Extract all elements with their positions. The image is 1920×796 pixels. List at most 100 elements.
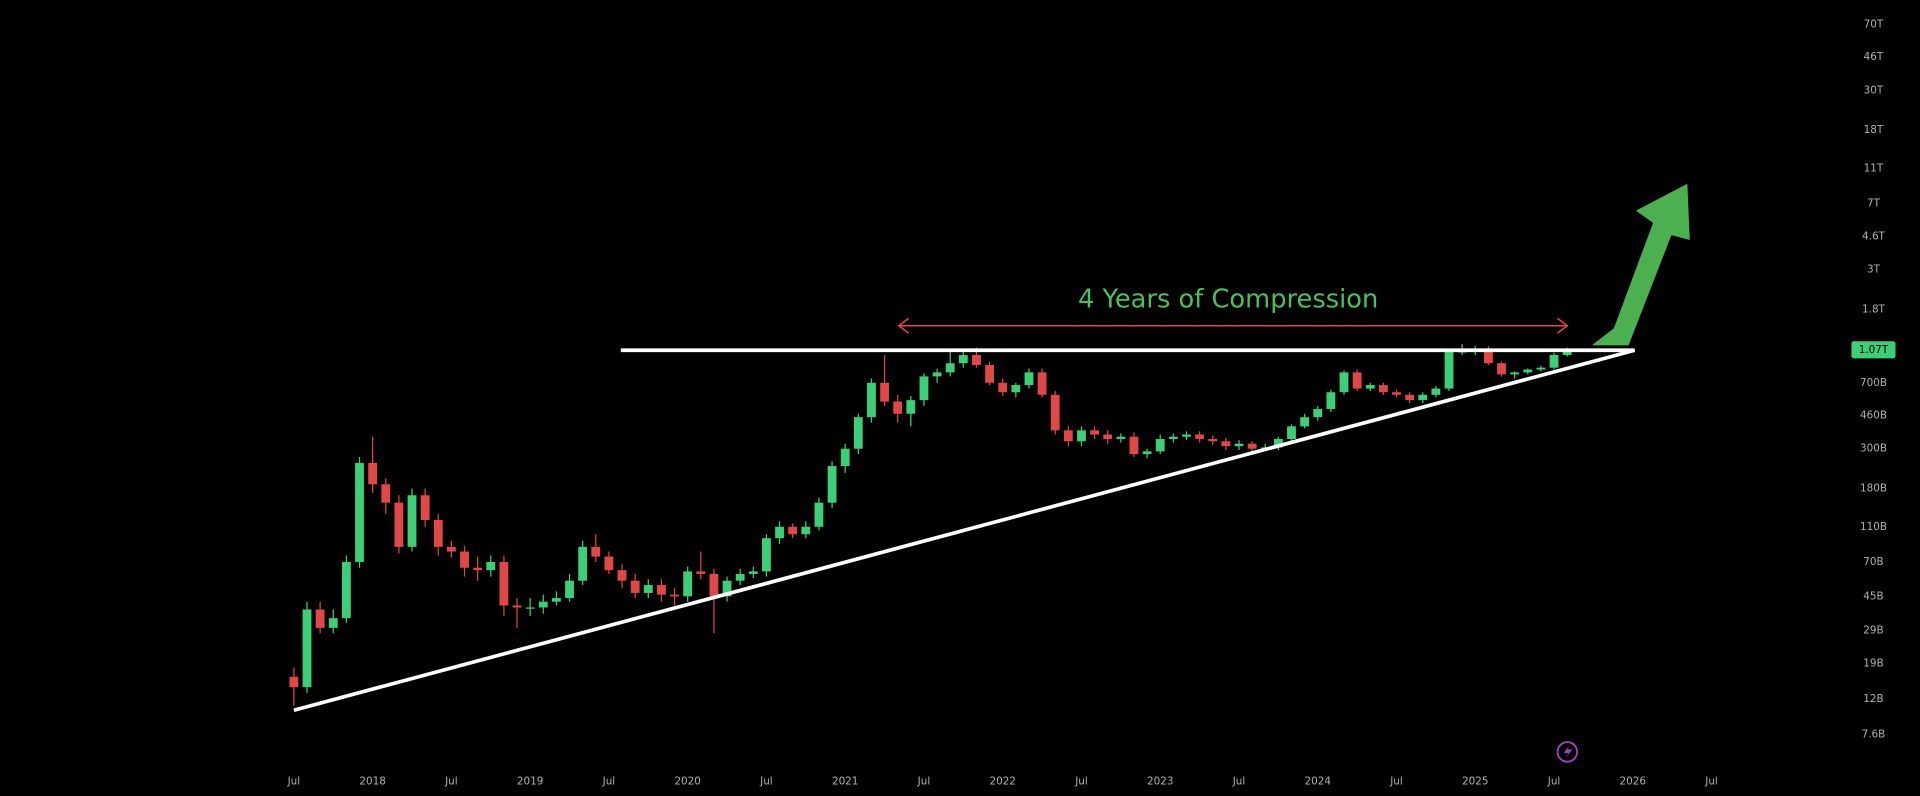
candle-body bbox=[1444, 351, 1454, 389]
y-tick-label: 7T bbox=[1867, 198, 1881, 210]
candle-body bbox=[827, 466, 837, 503]
candle-body bbox=[1352, 372, 1362, 389]
candle-body bbox=[1405, 394, 1415, 401]
candle-body bbox=[1300, 417, 1310, 427]
candle-body bbox=[617, 570, 627, 581]
candle-body bbox=[840, 448, 850, 467]
x-tick-label: 2026 bbox=[1620, 775, 1646, 787]
candle-body bbox=[289, 676, 299, 688]
candle-body bbox=[368, 462, 378, 485]
candle-body bbox=[945, 363, 955, 373]
candle-body bbox=[473, 567, 483, 571]
candle-body bbox=[709, 573, 719, 597]
x-tick-label: 2018 bbox=[359, 775, 385, 787]
x-tick-label: Jul bbox=[759, 775, 773, 787]
y-tick-label: 3T bbox=[1867, 264, 1881, 276]
price-label: 1.07T bbox=[1859, 344, 1889, 356]
y-tick-label: 180B bbox=[1860, 482, 1887, 494]
candle-body bbox=[1392, 392, 1401, 395]
y-tick-label: 110B bbox=[1860, 521, 1887, 533]
candle-body bbox=[880, 382, 889, 402]
candle-body bbox=[1431, 388, 1441, 395]
candle-body bbox=[998, 382, 1008, 393]
candle-body bbox=[1103, 434, 1113, 439]
candle-body bbox=[696, 571, 706, 574]
lightning-icon bbox=[1556, 741, 1579, 763]
y-tick-label: 30T bbox=[1864, 84, 1884, 96]
candle-body bbox=[315, 609, 325, 628]
candle-body bbox=[1077, 430, 1086, 442]
annotation: 4 Years of Compression bbox=[1078, 285, 1378, 315]
candle-body bbox=[341, 561, 351, 619]
y-tick-label: 29B bbox=[1863, 625, 1883, 637]
candle-body bbox=[578, 546, 588, 581]
candle-body bbox=[1549, 355, 1559, 368]
candle-body bbox=[748, 571, 758, 574]
candle-body bbox=[643, 585, 653, 593]
y-tick-label: 46T bbox=[1864, 51, 1884, 63]
candle-body bbox=[1510, 372, 1520, 375]
candle-body bbox=[552, 598, 561, 602]
candle-body bbox=[1168, 436, 1178, 439]
x-tick-label: 2022 bbox=[989, 775, 1015, 787]
candle-body bbox=[775, 526, 784, 539]
x-tick-label: Jul bbox=[1389, 775, 1403, 787]
candle-body bbox=[1378, 385, 1388, 393]
candle-body bbox=[1365, 385, 1375, 389]
x-tick-label: Jul bbox=[444, 775, 458, 787]
axes: 70T 46T 30T 18T 11T 7T 4.6T 3T 1.8T 700B 460B 300B 1… bbox=[287, 18, 1896, 787]
candle-body bbox=[972, 355, 981, 365]
candle-body bbox=[919, 376, 929, 401]
y-tick-label: 70B bbox=[1863, 556, 1883, 568]
candle-body bbox=[1155, 438, 1165, 452]
y-tick-label: 700B bbox=[1860, 377, 1887, 389]
x-tick-label: Jul bbox=[1232, 775, 1246, 787]
x-tick-label: 2020 bbox=[674, 775, 700, 787]
candle-body bbox=[1247, 443, 1257, 449]
candle-body bbox=[762, 538, 771, 572]
candle-body bbox=[1234, 443, 1244, 447]
candle-body bbox=[460, 551, 469, 568]
candle-body bbox=[893, 401, 903, 414]
support-line bbox=[293, 348, 1636, 713]
x-tick-label: 2019 bbox=[517, 775, 543, 787]
candle-body bbox=[604, 556, 614, 571]
candle-body bbox=[302, 609, 312, 688]
candle-body bbox=[591, 546, 601, 557]
y-tick-label: 4.6T bbox=[1862, 230, 1886, 242]
y-tick-label: 18T bbox=[1864, 124, 1884, 136]
y-tick-label: 19B bbox=[1863, 657, 1883, 669]
candle-body bbox=[499, 561, 509, 606]
candle-body bbox=[1523, 369, 1533, 373]
candle-body bbox=[1418, 394, 1428, 401]
candle-body bbox=[958, 355, 968, 364]
candle-body bbox=[420, 495, 430, 521]
candle-body bbox=[1024, 372, 1034, 386]
candle-body bbox=[683, 571, 693, 597]
candle-body bbox=[1050, 394, 1060, 431]
y-tick-label: 11T bbox=[1864, 162, 1884, 174]
candle-body bbox=[814, 502, 824, 527]
candle-body bbox=[867, 382, 876, 418]
x-tick-label: Jul bbox=[1074, 775, 1088, 787]
candle-body bbox=[525, 607, 535, 609]
candle-body bbox=[1037, 372, 1047, 395]
candle-body bbox=[1208, 438, 1218, 442]
candle-body bbox=[630, 580, 640, 593]
candles bbox=[289, 344, 1572, 706]
y-tick-label: 70T bbox=[1864, 18, 1884, 30]
candle-body bbox=[1116, 436, 1126, 439]
candle-body bbox=[328, 618, 338, 628]
candle-body bbox=[1090, 430, 1100, 435]
candle-body bbox=[788, 526, 798, 535]
y-tick-label: 460B bbox=[1860, 409, 1887, 421]
candle-body bbox=[1221, 441, 1231, 447]
candle-body bbox=[1142, 451, 1152, 455]
y-tick-label: 12B bbox=[1863, 693, 1883, 705]
span-arrow bbox=[897, 317, 1569, 334]
x-tick-label: 2025 bbox=[1462, 775, 1488, 787]
candle-body bbox=[1483, 349, 1493, 364]
candle-body bbox=[932, 372, 942, 377]
